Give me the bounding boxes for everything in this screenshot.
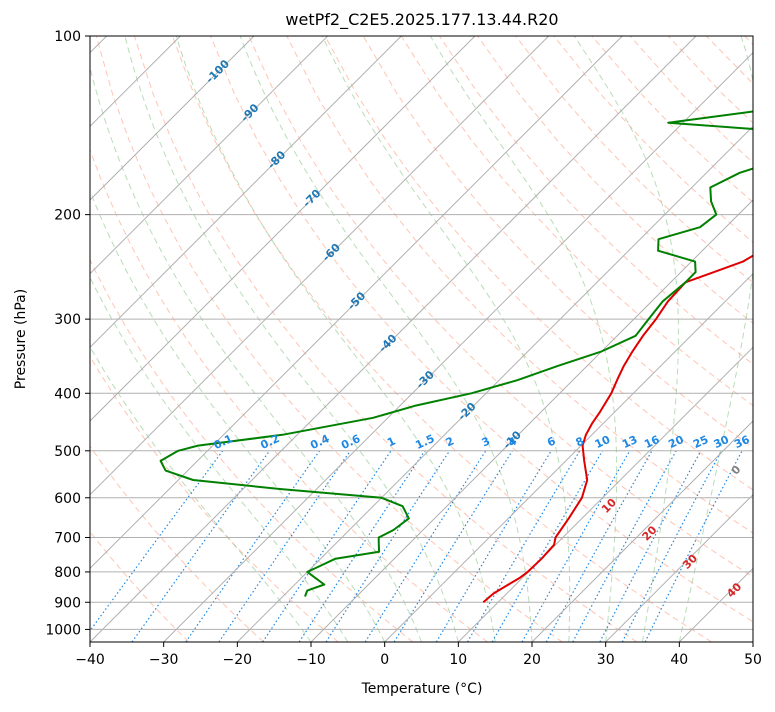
x-tick-label: 50 bbox=[744, 652, 762, 668]
y-tick-label: 900 bbox=[54, 595, 81, 611]
x-tick-label: −20 bbox=[223, 652, 253, 668]
x-tick-label: 20 bbox=[523, 652, 541, 668]
x-tick-label: −40 bbox=[75, 652, 105, 668]
x-tick-label: −10 bbox=[296, 652, 326, 668]
y-tick-label: 600 bbox=[54, 491, 81, 507]
x-axis-title: Temperature (°C) bbox=[361, 681, 483, 697]
x-tick-label: 30 bbox=[597, 652, 615, 668]
y-tick-label: 800 bbox=[54, 565, 81, 581]
x-tick-label: 10 bbox=[449, 652, 467, 668]
y-tick-label: 100 bbox=[54, 29, 81, 45]
y-tick-label: 1000 bbox=[45, 622, 81, 638]
x-tick-label: 0 bbox=[380, 652, 389, 668]
x-tick-label: −30 bbox=[149, 652, 179, 668]
y-tick-label: 200 bbox=[54, 208, 81, 224]
y-tick-label: 400 bbox=[54, 386, 81, 402]
y-tick-label: 500 bbox=[54, 444, 81, 460]
chart-title: wetPf2_C2E5.2025.177.13.44.R20 bbox=[285, 10, 558, 30]
y-tick-label: 300 bbox=[54, 312, 81, 328]
y-axis-title: Pressure (hPa) bbox=[13, 289, 29, 389]
x-tick-label: 40 bbox=[670, 652, 688, 668]
y-tick-label: 700 bbox=[54, 531, 81, 547]
